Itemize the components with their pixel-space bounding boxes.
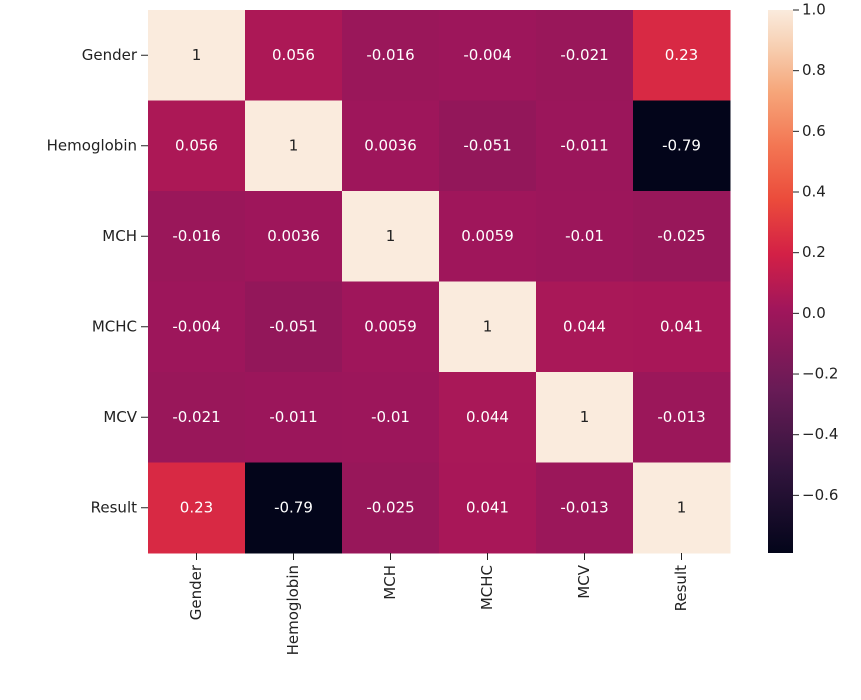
y-tick-label: Result [91, 498, 137, 516]
cell-label: -0.004 [172, 317, 220, 335]
heatmap-cell [148, 100, 246, 192]
cell-label: -0.025 [366, 498, 414, 516]
cell-label: -0.051 [269, 317, 317, 335]
heatmap-cell [439, 281, 537, 373]
colorbar-tick-label: 0.2 [802, 243, 826, 261]
cell-label: 0.0059 [461, 227, 514, 245]
cell-label: -0.01 [371, 408, 410, 426]
heatmap-cell [536, 10, 634, 101]
x-tick-label: MCH [381, 565, 399, 600]
y-tick-label: MCHC [92, 317, 137, 335]
cell-label: -0.025 [657, 227, 705, 245]
heatmap-cell [439, 191, 537, 282]
colorbar-tick-label: −0.2 [802, 365, 838, 383]
heatmap-cell [439, 10, 537, 101]
cell-label: 0.0036 [364, 136, 417, 154]
cell-label: 0.056 [272, 46, 315, 64]
cell-label: 0.056 [175, 136, 218, 154]
cell-label: -0.79 [274, 498, 313, 516]
heatmap-cell [633, 100, 731, 192]
heatmap-cell [245, 462, 343, 554]
cell-label: 0.041 [660, 317, 703, 335]
heatmap-cell [536, 281, 634, 373]
heatmap-cell [245, 100, 343, 192]
heatmap-cell [342, 462, 440, 554]
cell-label: -0.79 [662, 136, 701, 154]
y-tick-label: MCV [103, 408, 137, 426]
heatmap-cell [245, 191, 343, 282]
heatmap-cell [148, 10, 246, 101]
colorbar-tick-label: 1.0 [802, 1, 826, 19]
cell-label: -0.01 [565, 227, 604, 245]
heatmap-cell [342, 281, 440, 373]
cell-label: 1 [289, 136, 299, 154]
colorbar-tick-label: −0.6 [802, 486, 838, 504]
cell-label: -0.013 [560, 498, 608, 516]
heatmap-cell [245, 10, 343, 101]
heatmap-cell [536, 372, 634, 463]
colorbar-tick-label: 0.0 [802, 304, 826, 322]
heatmap-cell [148, 462, 246, 554]
heatmap-cell [536, 100, 634, 192]
colorbar-tick-label: 0.8 [802, 61, 826, 79]
x-tick-label: Gender [187, 564, 205, 620]
cell-label: 1 [192, 46, 202, 64]
heatmap-cell [536, 191, 634, 282]
x-tick-label: Hemoglobin [284, 565, 302, 655]
cell-label: 0.23 [665, 46, 698, 64]
heatmap-cell [633, 281, 731, 373]
heatmap-cell [633, 10, 731, 101]
cell-label: 1 [677, 498, 687, 516]
y-tick-label: MCH [102, 227, 137, 245]
heatmap-cell [536, 462, 634, 554]
y-tick-label: Gender [82, 46, 138, 64]
heatmap-cell [148, 372, 246, 463]
colorbar-tick-label: 0.6 [802, 122, 826, 140]
heatmap-cell [245, 281, 343, 373]
cell-label: 0.0059 [364, 317, 417, 335]
cell-label: -0.021 [172, 408, 220, 426]
heatmap-cell [439, 462, 537, 554]
heatmap-cell [633, 462, 731, 554]
cell-label: -0.004 [463, 46, 511, 64]
cell-label: 1 [580, 408, 590, 426]
heatmap-cell [633, 191, 731, 282]
x-tick-label: Result [672, 565, 690, 611]
heatmap-cell [342, 191, 440, 282]
cell-label: 0.23 [180, 498, 213, 516]
heatmap-cell [245, 372, 343, 463]
heatmap-cell [439, 372, 537, 463]
x-tick-label: MCHC [478, 565, 496, 610]
cell-label: 1 [483, 317, 493, 335]
heatmap-cell [342, 10, 440, 101]
cell-label: 0.044 [563, 317, 606, 335]
cell-label: -0.013 [657, 408, 705, 426]
colorbar [768, 10, 793, 553]
heatmap-cell [148, 191, 246, 282]
cell-label: 0.041 [466, 498, 509, 516]
cell-label: -0.011 [560, 136, 608, 154]
cell-label: 0.044 [466, 408, 509, 426]
y-tick-label: Hemoglobin [47, 136, 137, 154]
heatmap-cell [439, 100, 537, 192]
cell-label: -0.016 [366, 46, 414, 64]
heatmap-cell [342, 100, 440, 192]
x-tick-label: MCV [575, 564, 593, 598]
colorbar-tick-label: 0.4 [802, 183, 826, 201]
cell-label: -0.021 [560, 46, 608, 64]
heatmap-cell [633, 372, 731, 463]
cell-label: -0.016 [172, 227, 220, 245]
cell-label: 0.0036 [267, 227, 320, 245]
cell-label: 1 [386, 227, 396, 245]
heatmap-cell [148, 281, 246, 373]
cell-label: -0.011 [269, 408, 317, 426]
heatmap-cell [342, 372, 440, 463]
cell-label: -0.051 [463, 136, 511, 154]
colorbar-tick-label: −0.4 [802, 425, 838, 443]
